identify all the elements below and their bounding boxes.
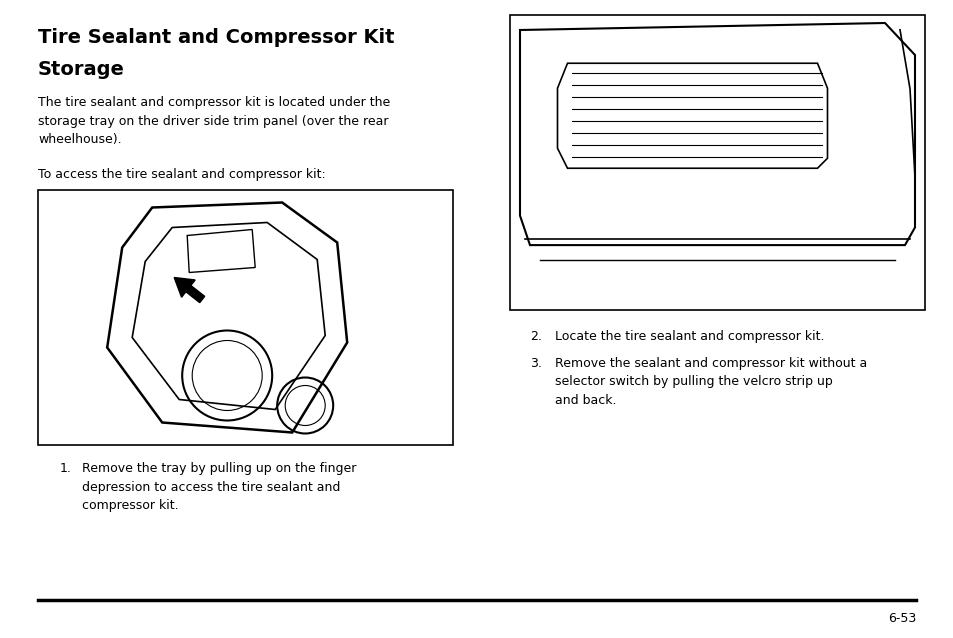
Text: 2.: 2. — [530, 330, 541, 343]
Text: 6-53: 6-53 — [887, 612, 915, 625]
Text: 3.: 3. — [530, 357, 541, 370]
Text: Storage: Storage — [38, 60, 125, 79]
Text: Locate the tire sealant and compressor kit.: Locate the tire sealant and compressor k… — [555, 330, 823, 343]
Text: To access the tire sealant and compressor kit:: To access the tire sealant and compresso… — [38, 168, 325, 181]
FancyArrow shape — [174, 278, 205, 302]
Text: 1.: 1. — [60, 462, 71, 475]
Text: Remove the tray by pulling up on the finger
depression to access the tire sealan: Remove the tray by pulling up on the fin… — [82, 462, 356, 512]
Text: Tire Sealant and Compressor Kit: Tire Sealant and Compressor Kit — [38, 28, 395, 47]
Text: The tire sealant and compressor kit is located under the
storage tray on the dri: The tire sealant and compressor kit is l… — [38, 96, 390, 146]
Text: Remove the sealant and compressor kit without a
selector switch by pulling the v: Remove the sealant and compressor kit wi… — [555, 357, 866, 407]
Bar — [510, 15, 924, 310]
Bar — [38, 190, 453, 445]
